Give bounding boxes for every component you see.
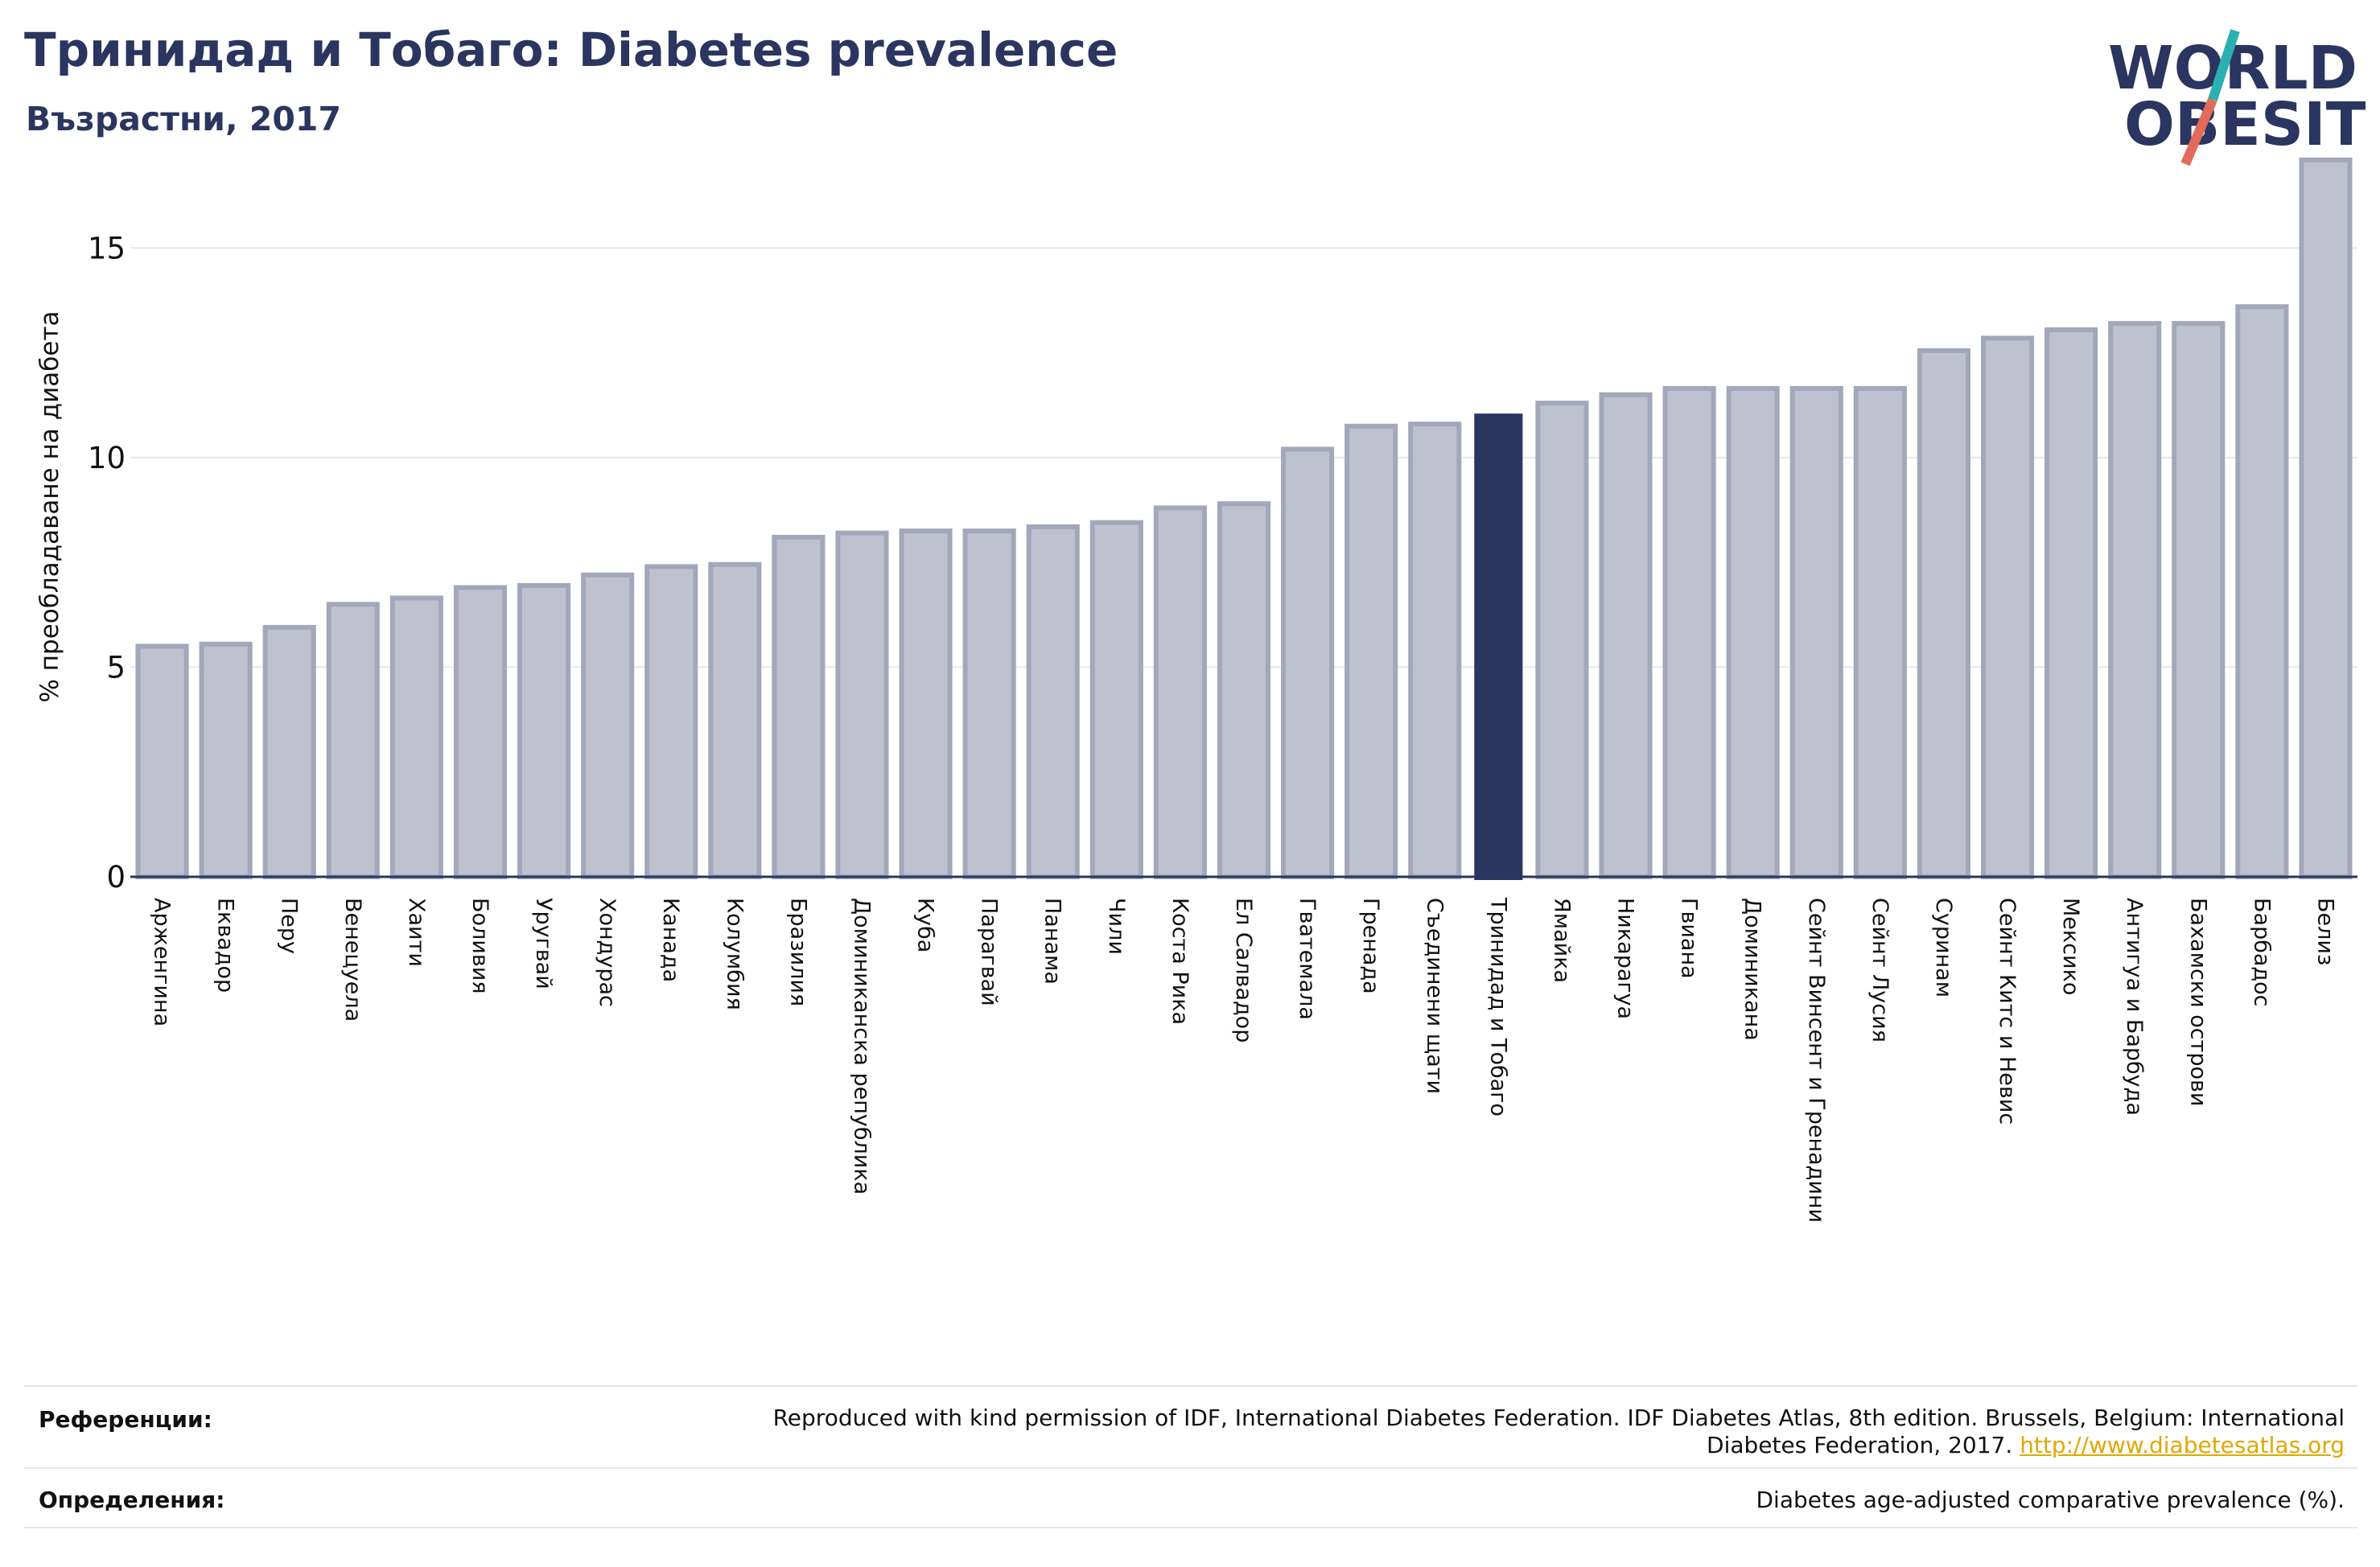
bar-highlight: [1474, 413, 1523, 880]
x-tick-label: Канада: [658, 898, 683, 982]
bar: [326, 602, 380, 879]
labels-layer: 0 5 10 15 Арженгина Еквадор Перу Венецуела Хаити…: [88, 231, 2338, 1223]
x-tick-label: Гвиана: [1677, 898, 1702, 979]
bar: [835, 530, 889, 879]
bar: [581, 572, 635, 880]
x-tick-label: Ямайка: [1549, 898, 1574, 983]
bar: [1408, 422, 1462, 879]
x-tick-label: Еквадор: [213, 898, 238, 993]
bar: [1789, 385, 1843, 879]
x-tick-label: Хаити: [404, 898, 429, 967]
bar: [1726, 385, 1780, 879]
x-tick-label: Уругвай: [531, 898, 556, 989]
x-tick-label: Доминиканска република: [849, 898, 874, 1195]
x-tick-label: Перу: [277, 898, 302, 954]
x-tick-label: Сейнт Винсент и Гренадини: [1804, 898, 1829, 1223]
bar: [1535, 401, 1589, 879]
bar: [135, 644, 189, 879]
references-link[interactable]: http://www.diabetesatlas.org: [2020, 1432, 2345, 1458]
bar-chart: 0 5 10 15 Арженгина Еквадор Перу Венецуела Хаити…: [35, 157, 2357, 1223]
references-row: Референции: Reproduced with kind permiss…: [24, 1387, 2357, 1469]
definitions-text: Diabetes age-adjusted comparative preval…: [1756, 1487, 2345, 1513]
x-tick-label: Белиз: [2312, 898, 2337, 965]
chart-subtitle: Възрастни, 2017: [26, 100, 341, 138]
x-tick-label: Гватемала: [1295, 898, 1320, 1020]
bar: [1917, 348, 1970, 880]
bar: [2108, 321, 2162, 879]
bar: [1217, 501, 1271, 879]
bars-layer: [135, 157, 2353, 880]
x-tick-label: Парагвай: [977, 898, 1002, 1006]
bar: [2299, 157, 2353, 880]
definitions-label: Определения:: [39, 1487, 225, 1513]
bar: [1281, 446, 1335, 879]
x-tick-label: Арженгина: [150, 898, 175, 1026]
x-tick-label: Антигуа и Барбуда: [2122, 898, 2147, 1116]
x-tick-label: Боливия: [467, 898, 492, 994]
x-tick-label: Бахамски острови: [2185, 898, 2210, 1106]
x-tick-label: Хондурас: [595, 898, 620, 1007]
x-tick-label: Коста Рика: [1167, 898, 1192, 1025]
y-tick-label: 0: [106, 860, 126, 895]
bar: [644, 564, 698, 880]
bar: [1853, 385, 1907, 879]
definitions-row: Определения: Diabetes age-adjusted compa…: [24, 1469, 2357, 1528]
bar: [1026, 524, 1080, 879]
bar: [1153, 505, 1207, 879]
y-tick-label: 15: [88, 231, 126, 265]
bar: [2172, 321, 2226, 879]
world-obesity-logo: WORLD OBESITY: [2108, 29, 2366, 167]
bar: [708, 561, 762, 880]
x-tick-label: Куба: [913, 898, 938, 952]
x-tick-label: Сейнт Лусия: [1867, 898, 1892, 1043]
y-tick-label: 10: [88, 441, 126, 475]
bar: [1344, 423, 1398, 879]
x-tick-label: Съединени щати: [1422, 898, 1447, 1094]
x-tick-label: Доминикана: [1740, 898, 1765, 1041]
bar: [2235, 304, 2289, 879]
logo-slash-teal: [2208, 29, 2240, 101]
bar: [2044, 327, 2098, 879]
bar: [199, 641, 253, 879]
x-tick-label: Барбадос: [2249, 898, 2274, 1006]
x-tick-label: Ел Салвадор: [1231, 898, 1256, 1043]
x-tick-label: Бразилия: [785, 898, 810, 1006]
x-tick-label: Венецуела: [340, 898, 365, 1022]
footer: Референции: Reproduced with kind permiss…: [24, 1385, 2357, 1528]
x-tick-label: Мексико: [2058, 898, 2083, 995]
x-tick-label: Панама: [1040, 898, 1065, 985]
x-tick-label: Чили: [1104, 898, 1129, 955]
logo-slash-red: [2180, 97, 2217, 167]
bar: [899, 529, 953, 879]
logo-line2: OBESITY: [2124, 90, 2366, 159]
y-axis-label: % преобладаване на диабета: [35, 311, 64, 702]
y-tick-label: 5: [106, 650, 126, 685]
bar: [962, 529, 1016, 879]
x-tick-label: Суринам: [1931, 898, 1956, 997]
references-text-line1: Reproduced with kind permission of IDF, …: [772, 1405, 2345, 1431]
references-text-line2: Diabetes Federation, 2017.: [1707, 1432, 2013, 1458]
x-tick-label: Колумбия: [722, 898, 747, 1010]
references-text: Reproduced with kind permission of IDF, …: [773, 1405, 2345, 1459]
x-tick-label: Никарагуа: [1613, 898, 1638, 1019]
bar: [1662, 385, 1716, 879]
bar: [1089, 520, 1143, 879]
bar: [772, 534, 826, 879]
bar: [1599, 392, 1653, 879]
bar: [517, 582, 571, 879]
x-tick-label: Тринидад и Тобаго: [1485, 897, 1510, 1117]
chart-title: Тринидад и Тобаго: Diabetes prevalence: [24, 23, 1118, 77]
bar: [262, 624, 316, 879]
bar: [453, 585, 508, 879]
x-tick-label: Гренада: [1358, 898, 1383, 994]
x-tick-label: Сейнт Китс и Невис: [1995, 898, 2020, 1125]
bar: [1980, 335, 2035, 879]
bar: [389, 595, 443, 879]
references-label: Референции:: [39, 1406, 212, 1433]
